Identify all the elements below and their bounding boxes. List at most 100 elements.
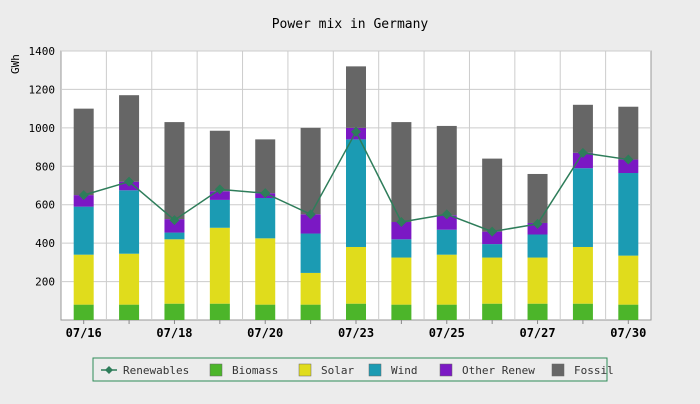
y-tick-label: 200 — [35, 276, 55, 289]
bar-fossil — [527, 173, 548, 223]
bar-wind — [164, 232, 185, 240]
bar-fossil — [300, 127, 321, 215]
legend-swatch-fossil — [551, 363, 565, 377]
bar-biomass — [527, 303, 548, 320]
bar-solar — [346, 246, 366, 304]
renewables-point — [351, 126, 361, 137]
bar-wind — [119, 190, 140, 254]
bar-wind — [255, 197, 276, 239]
bar-wind — [391, 239, 412, 258]
y-tick-label: 1200 — [29, 83, 56, 96]
renewables-point — [169, 215, 180, 226]
bar-wind — [73, 206, 94, 255]
bar-solar — [618, 255, 639, 305]
bar-other-renew — [300, 214, 321, 234]
x-tick-label: 07/27 — [519, 326, 555, 340]
bar-fossil — [73, 108, 94, 196]
bar-biomass — [391, 304, 412, 320]
renewables-point — [623, 154, 634, 165]
x-tick-label: 07/16 — [66, 326, 102, 340]
legend-swatch-wind — [368, 363, 382, 377]
bar-biomass — [572, 303, 593, 320]
renewables-point — [396, 217, 407, 228]
bar-other-renew — [391, 222, 412, 240]
bar-biomass — [618, 304, 639, 320]
bar-biomass — [73, 304, 94, 320]
bar-fossil — [209, 130, 230, 192]
bar-other-renew — [436, 215, 457, 230]
legend-marker-renewables — [105, 366, 113, 374]
y-tick-label: 600 — [35, 199, 55, 212]
y-tick-label: 1400 — [29, 45, 56, 58]
renewables-point — [577, 147, 588, 158]
y-tick-label: 800 — [35, 160, 55, 173]
legend-label-renewables: Renewables — [123, 364, 189, 377]
x-tick-label: 07/18 — [156, 326, 192, 340]
y-axis: 200 400 600 800 1000 1200 1400 — [29, 45, 56, 289]
legend-label-wind: Wind — [391, 364, 418, 377]
bar-wind — [527, 234, 548, 258]
bar-biomass — [119, 304, 140, 320]
legend-label-solar: Solar — [321, 364, 354, 377]
bar-other-renew — [482, 231, 503, 245]
bar-fossil — [255, 139, 276, 194]
bars — [73, 66, 639, 320]
bar-biomass — [255, 304, 276, 320]
x-tick-label: 07/30 — [610, 326, 646, 340]
chart-title: Power mix in Germany — [272, 17, 429, 32]
renewables-point — [441, 209, 452, 220]
bar-fossil — [391, 122, 412, 223]
x-tick-label: 07/20 — [247, 326, 283, 340]
legend-swatch-solar — [298, 363, 312, 377]
bar-wind — [436, 229, 457, 255]
bar-solar — [482, 257, 503, 304]
renewables-point — [305, 209, 316, 220]
renewables-point — [260, 188, 271, 199]
bar-solar — [300, 272, 321, 305]
bar-wind — [209, 199, 230, 228]
bar-solar — [73, 254, 94, 305]
y-tick-label: 1000 — [29, 122, 56, 135]
bar-other-renew — [164, 219, 185, 233]
bar-other-renew — [209, 191, 230, 200]
bar-solar — [527, 257, 548, 304]
bar-solar — [572, 246, 593, 304]
bar-other-renew — [73, 195, 94, 207]
bar-other-renew — [572, 152, 593, 169]
bar-fossil — [618, 106, 639, 160]
bar-fossil — [119, 95, 140, 182]
y-tick-label: 400 — [35, 237, 55, 250]
bar-wind — [572, 168, 593, 247]
renewables-point — [78, 190, 89, 201]
legend-label-biomass: Biomass — [232, 364, 278, 377]
bar-wind — [346, 139, 366, 247]
bar-solar — [119, 253, 140, 305]
bar-solar — [164, 239, 185, 304]
bar-solar — [209, 227, 230, 304]
bar-fossil — [482, 158, 503, 232]
bar-biomass — [436, 304, 457, 320]
legend-swatch-biomass — [209, 363, 223, 377]
bar-solar — [436, 254, 457, 305]
legend-swatch-other-renew — [439, 363, 453, 377]
renewables-line — [78, 126, 634, 237]
x-tick-label: 07/25 — [429, 326, 465, 340]
bar-solar — [255, 238, 276, 305]
renewables-point — [214, 184, 225, 195]
bar-fossil — [436, 125, 457, 216]
legend-label-fossil: Fossil — [574, 364, 614, 377]
bar-fossil — [164, 122, 185, 220]
renewables-point — [532, 218, 543, 229]
bar-wind — [482, 244, 503, 258]
bar-fossil — [572, 104, 593, 153]
bar-wind — [300, 233, 321, 273]
x-tick-label: 07/23 — [338, 326, 374, 340]
bar-biomass — [482, 303, 503, 320]
legend-label-other-renew: Other Renew — [462, 364, 535, 377]
bar-other-renew — [618, 159, 639, 174]
bar-wind — [618, 173, 639, 256]
renewables-point — [124, 176, 135, 187]
y-axis-label: GWh — [9, 54, 22, 74]
